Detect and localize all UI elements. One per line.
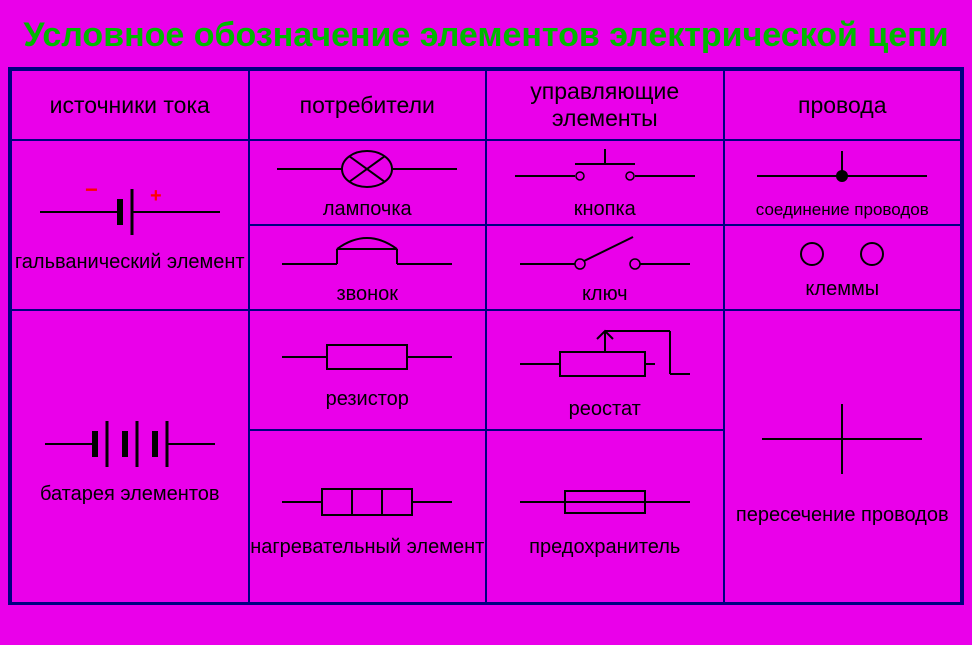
symbol-junction <box>742 146 942 196</box>
page-title: Условное обозначение элементов электриче… <box>8 8 964 67</box>
cell-heater: нагревательный элемент <box>249 430 487 605</box>
header-wires: провода <box>724 70 962 140</box>
cell-switch: ключ <box>486 225 724 310</box>
symbol-rheostat <box>505 319 705 394</box>
symbol-resistor <box>267 329 467 384</box>
label-fuse: предохранитель <box>529 536 680 559</box>
symbol-galvanic: − + <box>30 177 230 247</box>
cell-battery: батарея элементов <box>11 310 249 605</box>
label-bell: звонок <box>336 283 398 306</box>
symbol-switch <box>505 229 705 279</box>
label-crossing: пересечение проводов <box>736 504 949 527</box>
label-resistor: резистор <box>326 388 409 411</box>
symbol-lamp <box>267 144 467 194</box>
cell-fuse: предохранитель <box>486 430 724 605</box>
cell-resistor: резистор <box>249 310 487 430</box>
symbol-table: источники тока потребители управляющие э… <box>8 67 964 605</box>
label-lamp: лампочка <box>323 198 412 221</box>
label-switch: ключ <box>582 283 628 306</box>
header-sources: источники тока <box>11 70 249 140</box>
svg-text:−: − <box>85 177 98 202</box>
label-heater: нагревательный элемент <box>250 536 484 559</box>
cell-lamp: лампочка <box>249 140 487 225</box>
svg-text:+: + <box>150 185 162 207</box>
header-consumers: потребители <box>249 70 487 140</box>
cell-button: кнопка <box>486 140 724 225</box>
symbol-button <box>505 144 705 194</box>
symbol-fuse <box>505 477 705 532</box>
label-junction: соединение проводов <box>756 200 929 220</box>
cell-terminals: клеммы <box>724 225 962 310</box>
symbol-bell <box>267 229 467 279</box>
cell-bell: звонок <box>249 225 487 310</box>
symbol-heater <box>267 477 467 532</box>
symbol-terminals <box>742 234 942 274</box>
cell-galvanic: − + гальванический элемент <box>11 140 249 310</box>
label-button: кнопка <box>574 198 636 221</box>
cell-crossing: пересечение проводов <box>724 310 962 605</box>
cell-junction: соединение проводов <box>724 140 962 225</box>
label-rheostat: реостат <box>569 398 641 421</box>
symbol-battery <box>30 409 230 479</box>
header-control: управляющие элементы <box>486 70 724 140</box>
label-battery: батарея элементов <box>40 483 220 506</box>
label-galvanic: гальванический элемент <box>15 251 245 274</box>
label-terminals: клеммы <box>805 278 879 301</box>
symbol-crossing <box>742 389 942 489</box>
cell-rheostat: реостат <box>486 310 724 430</box>
